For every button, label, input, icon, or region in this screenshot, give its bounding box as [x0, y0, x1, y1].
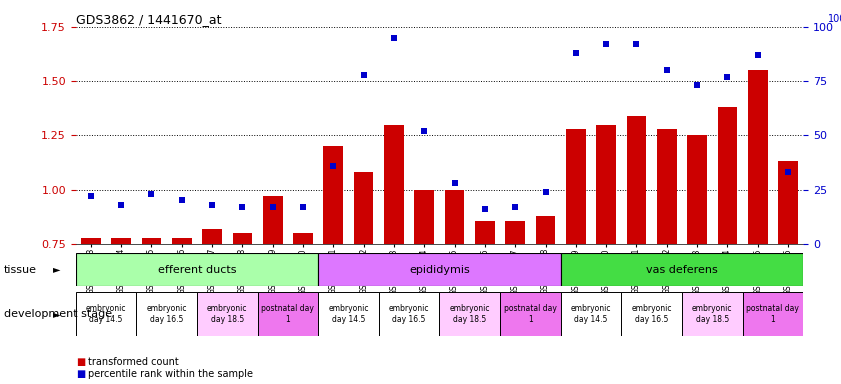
Text: vas deferens: vas deferens — [646, 265, 717, 275]
Point — [205, 202, 219, 208]
Point — [781, 169, 795, 175]
Text: 100%: 100% — [828, 14, 841, 24]
Bar — [318, 253, 561, 286]
Bar — [748, 70, 768, 384]
Bar — [627, 116, 646, 384]
Text: embryonic
day 14.5: embryonic day 14.5 — [571, 304, 611, 324]
Text: postnatal day
1: postnatal day 1 — [747, 304, 799, 324]
Text: postnatal day
1: postnatal day 1 — [504, 304, 557, 324]
Text: development stage: development stage — [4, 309, 113, 319]
Text: embryonic
day 14.5: embryonic day 14.5 — [328, 304, 368, 324]
Bar — [500, 292, 561, 336]
Bar — [687, 136, 707, 384]
Point — [721, 74, 734, 80]
Text: embryonic
day 16.5: embryonic day 16.5 — [632, 304, 672, 324]
Bar — [111, 238, 131, 384]
Bar — [141, 238, 161, 384]
Text: embryonic
day 16.5: embryonic day 16.5 — [146, 304, 187, 324]
Point — [235, 204, 249, 210]
Bar — [197, 292, 257, 336]
Point — [448, 180, 462, 186]
Point — [266, 204, 279, 210]
Text: efferent ducts: efferent ducts — [157, 265, 236, 275]
Bar — [76, 292, 136, 336]
Bar — [76, 253, 318, 286]
Bar — [778, 161, 798, 384]
Bar — [475, 221, 495, 384]
Bar — [561, 253, 803, 286]
Bar — [717, 107, 738, 384]
Bar — [136, 292, 197, 336]
Text: tissue: tissue — [4, 265, 37, 275]
Point — [387, 35, 400, 41]
Point — [326, 163, 340, 169]
Bar — [657, 129, 677, 384]
Bar — [263, 196, 283, 384]
Text: embryonic
day 18.5: embryonic day 18.5 — [692, 304, 733, 324]
Point — [84, 193, 98, 199]
Point — [690, 83, 704, 89]
Bar — [378, 292, 439, 336]
Point — [145, 191, 158, 197]
Bar — [202, 228, 222, 384]
Text: embryonic
day 14.5: embryonic day 14.5 — [86, 304, 126, 324]
Text: ■: ■ — [76, 357, 85, 367]
Bar — [257, 292, 318, 336]
Point — [296, 204, 309, 210]
Point — [660, 67, 674, 73]
Text: embryonic
day 16.5: embryonic day 16.5 — [389, 304, 430, 324]
Bar — [682, 292, 743, 336]
Text: GDS3862 / 1441670_at: GDS3862 / 1441670_at — [76, 13, 221, 26]
Text: epididymis: epididymis — [409, 265, 470, 275]
Text: ►: ► — [54, 265, 61, 275]
Text: ►: ► — [54, 309, 61, 319]
Bar — [172, 238, 192, 384]
Bar — [384, 124, 404, 384]
Point — [539, 189, 553, 195]
Bar — [294, 233, 313, 384]
Bar — [566, 129, 585, 384]
Bar — [439, 292, 500, 336]
Bar — [596, 124, 616, 384]
Point — [569, 50, 583, 56]
Text: embryonic
day 18.5: embryonic day 18.5 — [449, 304, 490, 324]
Point — [600, 41, 613, 47]
Bar — [318, 292, 378, 336]
Bar — [445, 190, 464, 384]
Text: transformed count: transformed count — [88, 357, 179, 367]
Text: embryonic
day 18.5: embryonic day 18.5 — [207, 304, 247, 324]
Point — [630, 41, 643, 47]
Point — [509, 204, 522, 210]
Bar — [743, 292, 803, 336]
Bar — [505, 221, 525, 384]
Point — [751, 52, 764, 58]
Bar — [536, 216, 555, 384]
Bar — [354, 172, 373, 384]
Point — [175, 197, 188, 204]
Text: percentile rank within the sample: percentile rank within the sample — [88, 369, 253, 379]
Point — [357, 71, 370, 78]
Text: postnatal day
1: postnatal day 1 — [262, 304, 315, 324]
Bar — [324, 146, 343, 384]
Point — [114, 202, 128, 208]
Bar — [561, 292, 621, 336]
Bar — [415, 190, 434, 384]
Point — [417, 128, 431, 134]
Point — [479, 206, 492, 212]
Bar — [621, 292, 682, 336]
Text: ■: ■ — [76, 369, 85, 379]
Bar — [81, 238, 101, 384]
Bar — [233, 233, 252, 384]
